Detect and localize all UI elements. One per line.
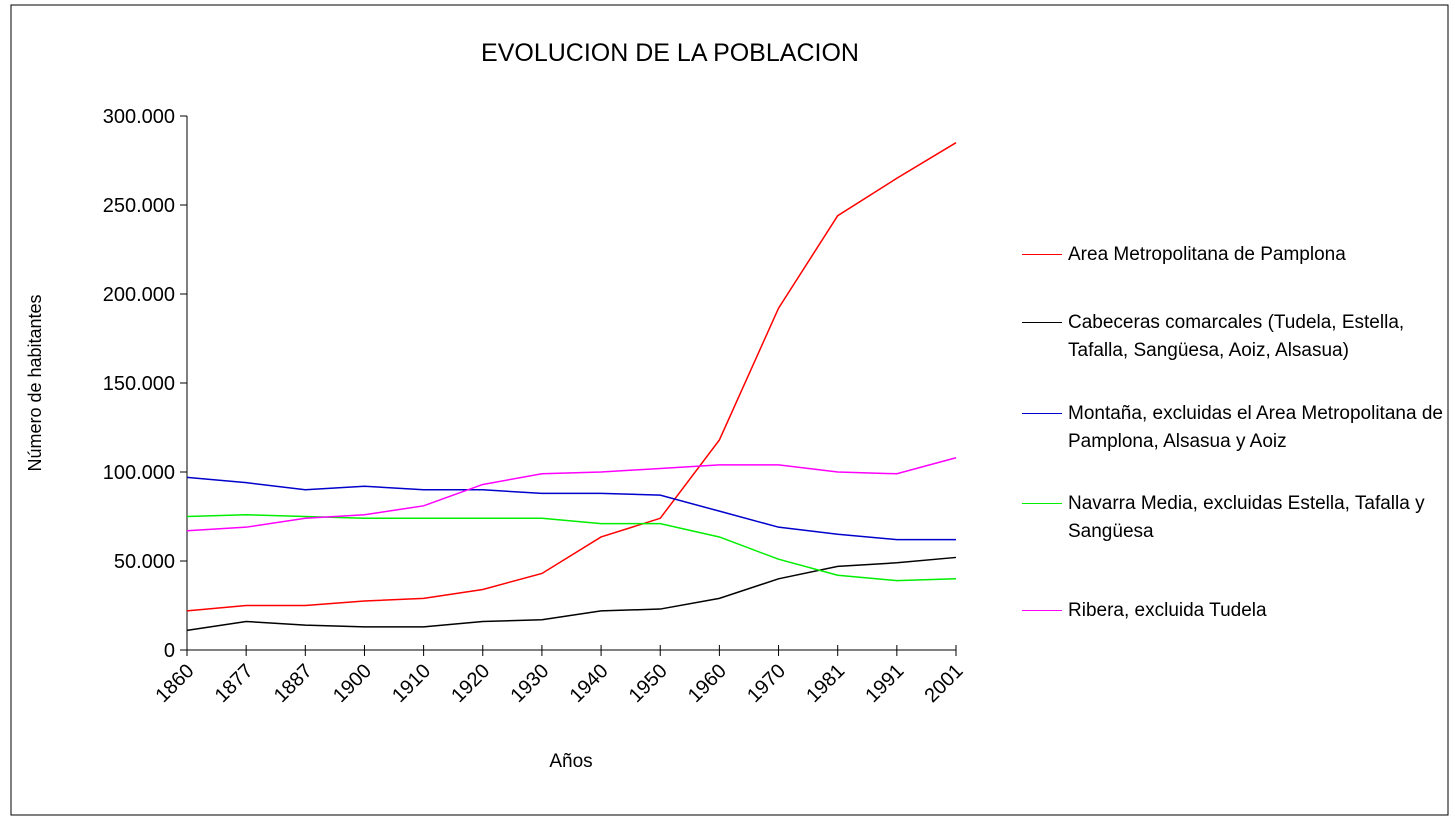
legend-swatch xyxy=(1022,322,1062,323)
legend-swatch xyxy=(1022,503,1062,504)
legend-label: Cabeceras comarcales (Tudela, Estella, T… xyxy=(1068,312,1405,361)
series-line xyxy=(186,142,957,612)
legend-label: Montaña, excluidas el Area Metropolitana… xyxy=(1068,403,1443,452)
x-tick-label: 1860 xyxy=(152,660,199,707)
y-tick-label: 150.000 xyxy=(103,373,175,395)
x-tick-label: 2001 xyxy=(921,660,968,707)
series-line xyxy=(186,457,957,532)
y-tick-label: 0 xyxy=(164,640,175,662)
y-tick-label: 300.000 xyxy=(103,106,175,128)
series-line xyxy=(186,556,957,632)
legend-label: Area Metropolitana de Pamplona xyxy=(1068,244,1346,265)
frame xyxy=(10,4,1449,816)
legend-label: Navarra Media, excluidas Estella, Tafall… xyxy=(1068,493,1425,542)
x-tick-label: 1981 xyxy=(802,660,849,707)
x-tick-label: 1940 xyxy=(566,660,613,707)
legend-swatch xyxy=(1022,413,1062,414)
x-tick-label: 1887 xyxy=(270,660,317,707)
x-tick-label: 1960 xyxy=(684,660,731,707)
legend-swatch xyxy=(1022,610,1062,611)
legend-label: Ribera, excluida Tudela xyxy=(1068,600,1267,621)
y-tick-label: 250.000 xyxy=(103,195,175,217)
series-line xyxy=(186,476,956,541)
series-line xyxy=(186,513,957,582)
y-tick-label: 200.000 xyxy=(103,284,175,306)
x-tick-label: 1970 xyxy=(743,660,790,707)
x-tick-label: 1900 xyxy=(329,660,376,707)
x-tick-label: 1930 xyxy=(506,660,553,707)
y-tick-label: 100.000 xyxy=(103,462,175,484)
x-axis-label: Años xyxy=(549,751,592,772)
legend-swatch xyxy=(1022,254,1062,255)
x-tick-label: 1991 xyxy=(861,660,908,707)
y-axis-label: Número de habitantes xyxy=(25,294,45,471)
x-tick-label: 1920 xyxy=(447,660,494,707)
chart-title: EVOLUCION DE LA POBLACION xyxy=(481,39,859,67)
x-tick-label: 1950 xyxy=(625,660,672,707)
x-tick-label: 1877 xyxy=(211,660,258,707)
x-tick-label: 1910 xyxy=(388,660,435,707)
y-tick-label: 50.000 xyxy=(114,551,175,573)
